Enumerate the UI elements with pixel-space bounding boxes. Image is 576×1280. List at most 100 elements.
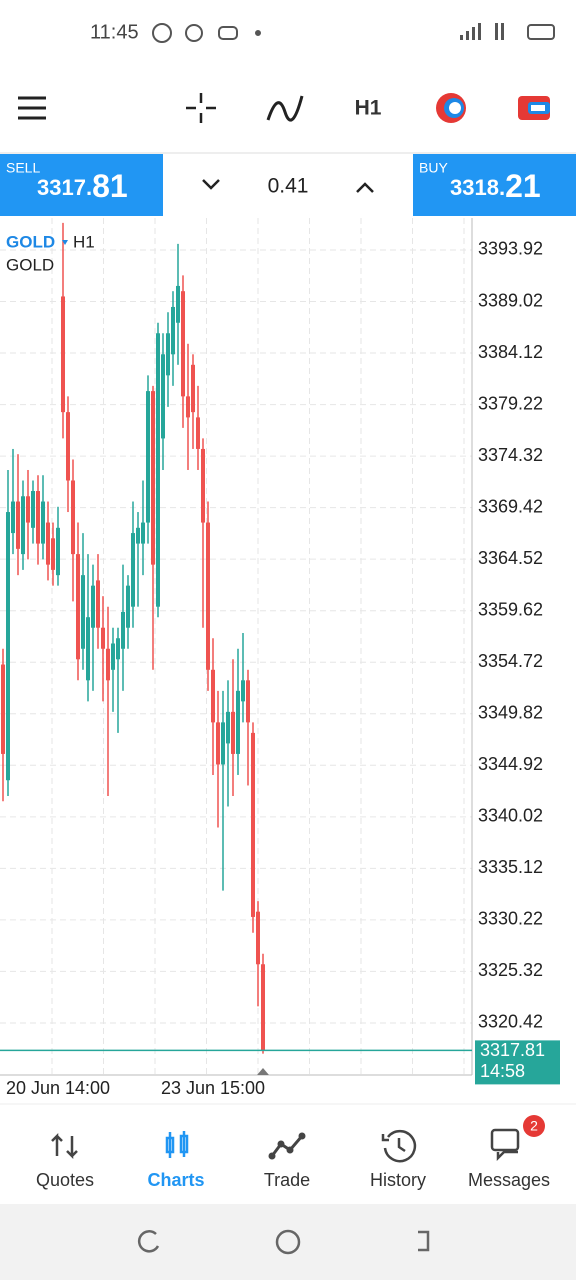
candle-body (176, 285, 180, 323)
price-label-bg (475, 1040, 560, 1085)
candle-body (36, 491, 40, 544)
chart-timeframe: H1 (73, 232, 95, 251)
candle-body (41, 501, 45, 544)
candle-body (76, 554, 80, 660)
candle-body (196, 417, 200, 449)
countdown: 14:58 (480, 1061, 525, 1081)
sell-button[interactable] (0, 154, 163, 216)
buy-button[interactable] (413, 154, 576, 216)
chart-description: GOLD (6, 255, 54, 274)
badge-count: 2 (530, 1118, 538, 1134)
candle-body (116, 638, 120, 660)
sell-price: 3317.81 (37, 168, 128, 204)
system-nav (0, 1204, 576, 1280)
candle-body (71, 480, 75, 555)
signal (460, 23, 504, 40)
candle-body (186, 396, 190, 418)
candle-body (16, 501, 20, 549)
candle-body (191, 364, 195, 413)
candle-body (206, 522, 210, 670)
y-tick-label: 3379.22 (478, 393, 543, 413)
candle-body (131, 533, 135, 607)
nav-label[interactable]: Charts (147, 1170, 204, 1190)
candle-body (46, 522, 50, 565)
candle-body (216, 722, 220, 765)
candle-body (1, 664, 5, 754)
candle-body (11, 501, 15, 534)
candle-body (181, 291, 185, 397)
candle-body (161, 354, 165, 439)
last-bar-marker (257, 1068, 269, 1075)
candle-body (251, 732, 255, 917)
y-tick-label: 3325.32 (478, 960, 543, 980)
candle-body (136, 527, 140, 544)
candle-body (226, 711, 230, 744)
nav-labels: Quotes Charts Trade History Messages (36, 1170, 550, 1190)
candle-body (146, 391, 150, 523)
candle-body (241, 680, 245, 702)
sell-price-big: 81 (92, 168, 128, 204)
candle-body (211, 669, 215, 723)
candle-body (61, 296, 65, 413)
y-tick-label: 3335.12 (478, 857, 543, 877)
buy-price: 3318.21 (450, 168, 541, 204)
y-tick-label: 3374.32 (478, 445, 543, 465)
chart: 3393.92 3389.02 3384.12 3379.22 3374.32 3369.… (0, 218, 560, 1098)
nav-label[interactable]: History (370, 1170, 426, 1190)
candle-body (231, 711, 235, 754)
candle-body (111, 643, 115, 670)
status-icons (152, 23, 555, 43)
buy-price-big: 21 (505, 168, 541, 204)
candle-body (66, 412, 70, 481)
y-tick-label: 3364.52 (478, 548, 543, 568)
nav-label[interactable]: Trade (264, 1170, 310, 1190)
candle-body (26, 496, 30, 523)
y-tick-label: 3359.62 (478, 599, 543, 619)
volume-down[interactable] (202, 179, 220, 190)
candle-body (166, 333, 170, 376)
system-buttons[interactable] (137, 1229, 430, 1255)
y-tick-label: 3369.42 (478, 496, 543, 516)
nav-label[interactable]: Messages (468, 1170, 550, 1190)
trade-icon[interactable] (518, 96, 550, 120)
x-tick-label: 20 Jun 14:00 (6, 1078, 110, 1098)
volume-up[interactable] (356, 182, 374, 193)
badge (523, 1115, 545, 1137)
trade-nav-icon (268, 1132, 306, 1160)
candle-body (171, 306, 175, 355)
candle-body (121, 611, 125, 649)
candle-body (86, 617, 90, 681)
candle-body (91, 585, 95, 628)
candle-body (261, 964, 265, 1051)
y-tick-label: 3354.72 (478, 651, 543, 671)
candle-body (156, 333, 160, 607)
candle-body (141, 522, 145, 544)
price-label: 3317.81 (480, 1040, 545, 1060)
candle-body (221, 722, 225, 765)
candle-body (151, 391, 155, 565)
candle-body (236, 690, 240, 754)
buy-price-main: 3318. (450, 175, 505, 200)
crosshair-icon[interactable] (186, 93, 216, 123)
y-tick-label: 3330.22 (478, 909, 543, 929)
candle-body (81, 575, 85, 649)
timeframe-button[interactable]: H1 (355, 97, 382, 120)
candle-body (101, 627, 105, 649)
nav-label[interactable]: Quotes (36, 1170, 94, 1190)
y-tick-label: 3393.92 (478, 239, 543, 259)
chart-symbol[interactable]: GOLD (6, 232, 55, 251)
sell-label: SELL (6, 160, 40, 176)
candle-body (126, 585, 130, 628)
candle-body (6, 512, 10, 781)
candle-body (256, 911, 260, 965)
objects-icon[interactable] (436, 93, 466, 123)
y-tick-label: 3344.92 (478, 754, 543, 774)
symbol-arrow (62, 240, 68, 245)
candle-body (106, 648, 110, 681)
y-tick-label: 3349.82 (478, 703, 543, 723)
buy-label: BUY (419, 160, 448, 176)
indicator-icon[interactable] (266, 95, 304, 122)
menu-icon[interactable] (18, 96, 46, 120)
